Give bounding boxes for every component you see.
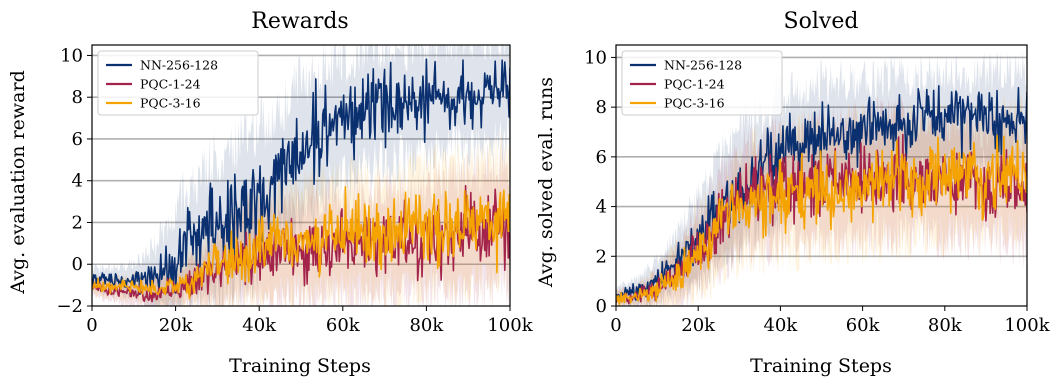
rewards-x-tick-label: 100k <box>487 315 533 336</box>
solved-y-tick-label: 4 <box>596 197 607 218</box>
solved-panel: Solved Training Steps Avg. solved eval. … <box>535 9 1051 377</box>
rewards-x-tick-label: 80k <box>409 315 444 336</box>
rewards-legend: NN-256-128 PQC-1-24 PQC-3-16 <box>97 50 259 116</box>
solved-y-tick-label: 0 <box>596 296 607 317</box>
rewards-x-tick-label: 0 <box>86 315 97 336</box>
rewards-y-tick-label: 4 <box>72 171 83 192</box>
rewards-y-tick-label: 10 <box>60 45 83 66</box>
solved-y-tick-label: 8 <box>596 97 607 118</box>
solved-y-tick-label: 6 <box>596 147 607 168</box>
rewards-x-tick-label: 40k <box>242 315 277 336</box>
rewards-y-tick-label: −2 <box>56 296 83 317</box>
rewards-x-tick-label: 60k <box>326 315 361 336</box>
rewards-x-tick-label: 20k <box>159 315 194 336</box>
solved-x-tick-label: 20k <box>681 315 716 336</box>
solved-y-tick-label: 2 <box>596 246 607 267</box>
rewards-axes-frame <box>91 44 511 307</box>
rewards-legend-label-pqc-3-16: PQC-3-16 <box>140 96 201 111</box>
rewards-y-tick-label: 8 <box>72 87 83 108</box>
solved-x-tick-label: 100k <box>1004 315 1050 336</box>
solved-legend-box <box>621 50 783 116</box>
rewards-legend-box <box>97 50 259 116</box>
solved-x-tick-label: 0 <box>610 315 621 336</box>
solved-x-axis-label: Training Steps <box>750 355 892 377</box>
rewards-line-nn-256-128 <box>92 58 510 296</box>
rewards-legend-label-pqc-1-24: PQC-1-24 <box>140 77 201 92</box>
rewards-y-tick-label: 2 <box>72 212 83 233</box>
solved-legend-label-pqc-1-24: PQC-1-24 <box>664 77 725 92</box>
rewards-plot-area <box>92 45 510 306</box>
rewards-y-axis-label: Avg. evaluation reward <box>7 70 29 294</box>
solved-y-axis-label: Avg. solved eval. runs <box>535 77 557 288</box>
solved-legend-label-pqc-3-16: PQC-3-16 <box>664 96 725 111</box>
rewards-line-pqc-3-16 <box>92 186 510 300</box>
rewards-title: Rewards <box>251 9 348 34</box>
solved-x-tick-label: 40k <box>763 315 798 336</box>
solved-x-tick-label: 60k <box>846 315 881 336</box>
solved-y-tick-label: 10 <box>584 47 607 68</box>
rewards-panel: Rewards Training Steps Avg. evaluation r… <box>7 9 534 377</box>
rewards-legend-label-nn-256-128: NN-256-128 <box>140 58 218 73</box>
solved-legend: NN-256-128 PQC-1-24 PQC-3-16 <box>621 50 783 116</box>
solved-plot-area <box>616 48 1027 306</box>
solved-line-pqc-3-16 <box>616 134 1027 305</box>
rewards-x-axis-label: Training Steps <box>229 355 371 377</box>
solved-x-tick-label: 80k <box>928 315 963 336</box>
solved-axes-frame <box>615 44 1028 307</box>
rewards-y-tick-label: 0 <box>72 254 83 275</box>
rewards-y-tick-label: 6 <box>72 129 83 150</box>
solved-legend-label-nn-256-128: NN-256-128 <box>664 58 742 73</box>
solved-title: Solved <box>784 9 859 34</box>
